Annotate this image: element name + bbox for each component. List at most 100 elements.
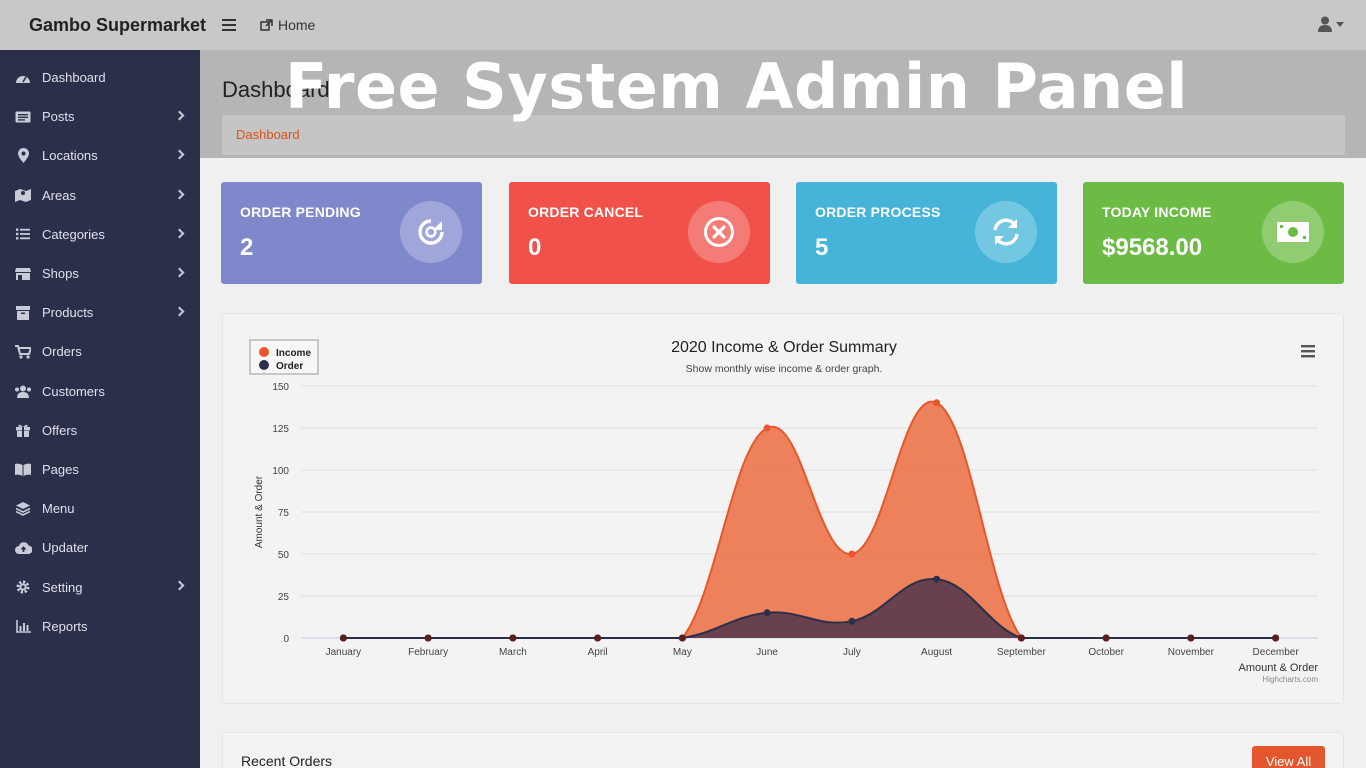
x-tick-label: March bbox=[499, 647, 527, 658]
stat-card-value: $9568.00 bbox=[1102, 234, 1203, 261]
data-point-income[interactable] bbox=[933, 399, 941, 407]
stat-card-order-cancel[interactable]: ORDER CANCEL 0 bbox=[509, 182, 770, 284]
data-point-order[interactable] bbox=[763, 609, 771, 617]
legend-item-income[interactable]: Income bbox=[276, 348, 311, 359]
sidebar-item-products[interactable]: Products bbox=[0, 293, 200, 332]
hamburger-menu-icon[interactable] bbox=[222, 19, 236, 31]
user-icon bbox=[1318, 16, 1332, 32]
chart-menu-icon-bar[interactable] bbox=[1301, 355, 1315, 358]
sidebar-item-label: Updater bbox=[42, 540, 89, 556]
series-line-order bbox=[343, 578, 1276, 639]
data-point-order[interactable] bbox=[339, 634, 347, 642]
stat-card-order-process[interactable]: ORDER PROCESS 5 bbox=[796, 182, 1057, 284]
sidebar-item-label: Dashboard bbox=[42, 70, 106, 86]
data-point-order[interactable] bbox=[848, 617, 856, 625]
stat-card-value: 5 bbox=[815, 234, 829, 261]
x-tick-label: November bbox=[1168, 647, 1215, 658]
cog-icon bbox=[14, 579, 32, 595]
data-point-order[interactable] bbox=[1017, 634, 1025, 642]
sidebar-item-setting[interactable]: Setting bbox=[0, 567, 200, 606]
data-point-order[interactable] bbox=[678, 634, 686, 642]
series-area-income bbox=[343, 401, 1276, 638]
data-point-order[interactable] bbox=[1102, 634, 1110, 642]
x-tick-label: February bbox=[408, 647, 448, 658]
store-icon bbox=[14, 266, 32, 282]
sidebar-item-label: Menu bbox=[42, 501, 75, 517]
data-point-order[interactable] bbox=[933, 575, 941, 583]
x-axis-title: Amount & Order bbox=[1239, 662, 1319, 674]
data-point-order[interactable] bbox=[594, 634, 602, 642]
sidebar-item-label: Posts bbox=[42, 109, 75, 125]
sidebar-item-customers[interactable]: Customers bbox=[0, 372, 200, 411]
sidebar-item-offers[interactable]: Offers bbox=[0, 411, 200, 450]
data-point-income[interactable] bbox=[763, 424, 771, 432]
book-icon bbox=[14, 461, 32, 477]
sidebar-item-posts[interactable]: Posts bbox=[0, 97, 200, 136]
sidebar-item-label: Reports bbox=[42, 618, 88, 634]
stat-card-label: ORDER PENDING bbox=[240, 204, 361, 220]
user-menu[interactable] bbox=[1318, 16, 1344, 32]
watermark-banner: Free System Admin Panel bbox=[285, 50, 1188, 123]
cart-icon bbox=[14, 344, 32, 360]
caret-down-icon bbox=[1336, 21, 1344, 27]
data-point-order[interactable] bbox=[424, 634, 432, 642]
brand-title[interactable]: Gambo Supermarket bbox=[29, 14, 207, 35]
sidebar-item-label: Areas bbox=[42, 187, 76, 203]
dashboard-icon bbox=[14, 70, 32, 86]
chevron-right-icon bbox=[174, 228, 185, 239]
sidebar-item-updater[interactable]: Updater bbox=[0, 528, 200, 567]
sidebar-item-reports[interactable]: Reports bbox=[0, 607, 200, 646]
map-icon bbox=[14, 187, 32, 203]
stat-card-label: ORDER CANCEL bbox=[528, 204, 644, 220]
chart-menu-icon-bar[interactable] bbox=[1301, 345, 1315, 348]
chevron-right-icon bbox=[174, 306, 185, 317]
chart-menu-icon-bar[interactable] bbox=[1301, 350, 1315, 353]
chart-title: 2020 Income & Order Summary bbox=[671, 339, 897, 356]
stat-card-label: TODAY INCOME bbox=[1102, 204, 1212, 220]
data-point-order[interactable] bbox=[1187, 634, 1195, 642]
income-order-chart: 0 25 50 75 100 125 150 January February March Apri… bbox=[249, 339, 1319, 684]
y-tick-label: 25 bbox=[278, 592, 290, 603]
users-icon bbox=[14, 383, 32, 399]
money-icon bbox=[1262, 201, 1324, 263]
box-icon bbox=[14, 305, 32, 321]
recent-orders-title: Recent Orders bbox=[241, 753, 333, 768]
y-tick-label: 0 bbox=[283, 634, 289, 645]
sidebar-item-menu[interactable]: Menu bbox=[0, 489, 200, 528]
sync-icon bbox=[975, 201, 1037, 263]
stat-card-value: 2 bbox=[240, 234, 254, 261]
sidebar-item-shops[interactable]: Shops bbox=[0, 254, 200, 293]
gift-icon bbox=[14, 422, 32, 438]
sidebar-item-categories[interactable]: Categories bbox=[0, 215, 200, 254]
chevron-right-icon bbox=[174, 267, 185, 278]
chart-subtitle: Show monthly wise income & order graph. bbox=[686, 363, 883, 375]
sidebar-item-label: Categories bbox=[42, 226, 105, 242]
y-tick-label: 50 bbox=[278, 550, 290, 561]
top-navbar: Gambo Supermarket Home bbox=[0, 0, 1366, 50]
list-icon bbox=[14, 226, 32, 242]
sidebar-item-locations[interactable]: Locations bbox=[0, 136, 200, 175]
legend-marker-income bbox=[259, 347, 269, 357]
sidebar-item-orders[interactable]: Orders bbox=[0, 332, 200, 371]
x-tick-label: September bbox=[997, 647, 1047, 658]
legend-item-order[interactable]: Order bbox=[276, 361, 303, 372]
home-link-label: Home bbox=[278, 17, 316, 33]
data-point-order[interactable] bbox=[1272, 634, 1280, 642]
sidebar-item-dashboard[interactable]: Dashboard bbox=[0, 58, 200, 97]
view-all-button[interactable]: View All bbox=[1252, 746, 1325, 768]
sidebar-item-areas[interactable]: Areas bbox=[0, 176, 200, 215]
sidebar-item-label: Orders bbox=[42, 344, 82, 360]
sidebar-item-pages[interactable]: Pages bbox=[0, 450, 200, 489]
x-tick-label: December bbox=[1253, 647, 1300, 658]
home-link[interactable]: Home bbox=[260, 17, 315, 33]
external-link-icon bbox=[260, 18, 273, 31]
sidebar-item-label: Products bbox=[42, 305, 94, 321]
stat-card-order-pending[interactable]: ORDER PENDING 2 bbox=[221, 182, 482, 284]
breadcrumb[interactable]: Dashboard bbox=[222, 115, 1345, 155]
chart-credit[interactable]: Highcharts.com bbox=[1262, 675, 1318, 684]
data-point-order[interactable] bbox=[509, 634, 517, 642]
data-point-income[interactable] bbox=[848, 550, 856, 558]
page-header: Dashboard Dashboard bbox=[200, 50, 1366, 158]
stat-card-today-income[interactable]: TODAY INCOME $9568.00 bbox=[1083, 182, 1344, 284]
chevron-right-icon bbox=[174, 580, 185, 591]
